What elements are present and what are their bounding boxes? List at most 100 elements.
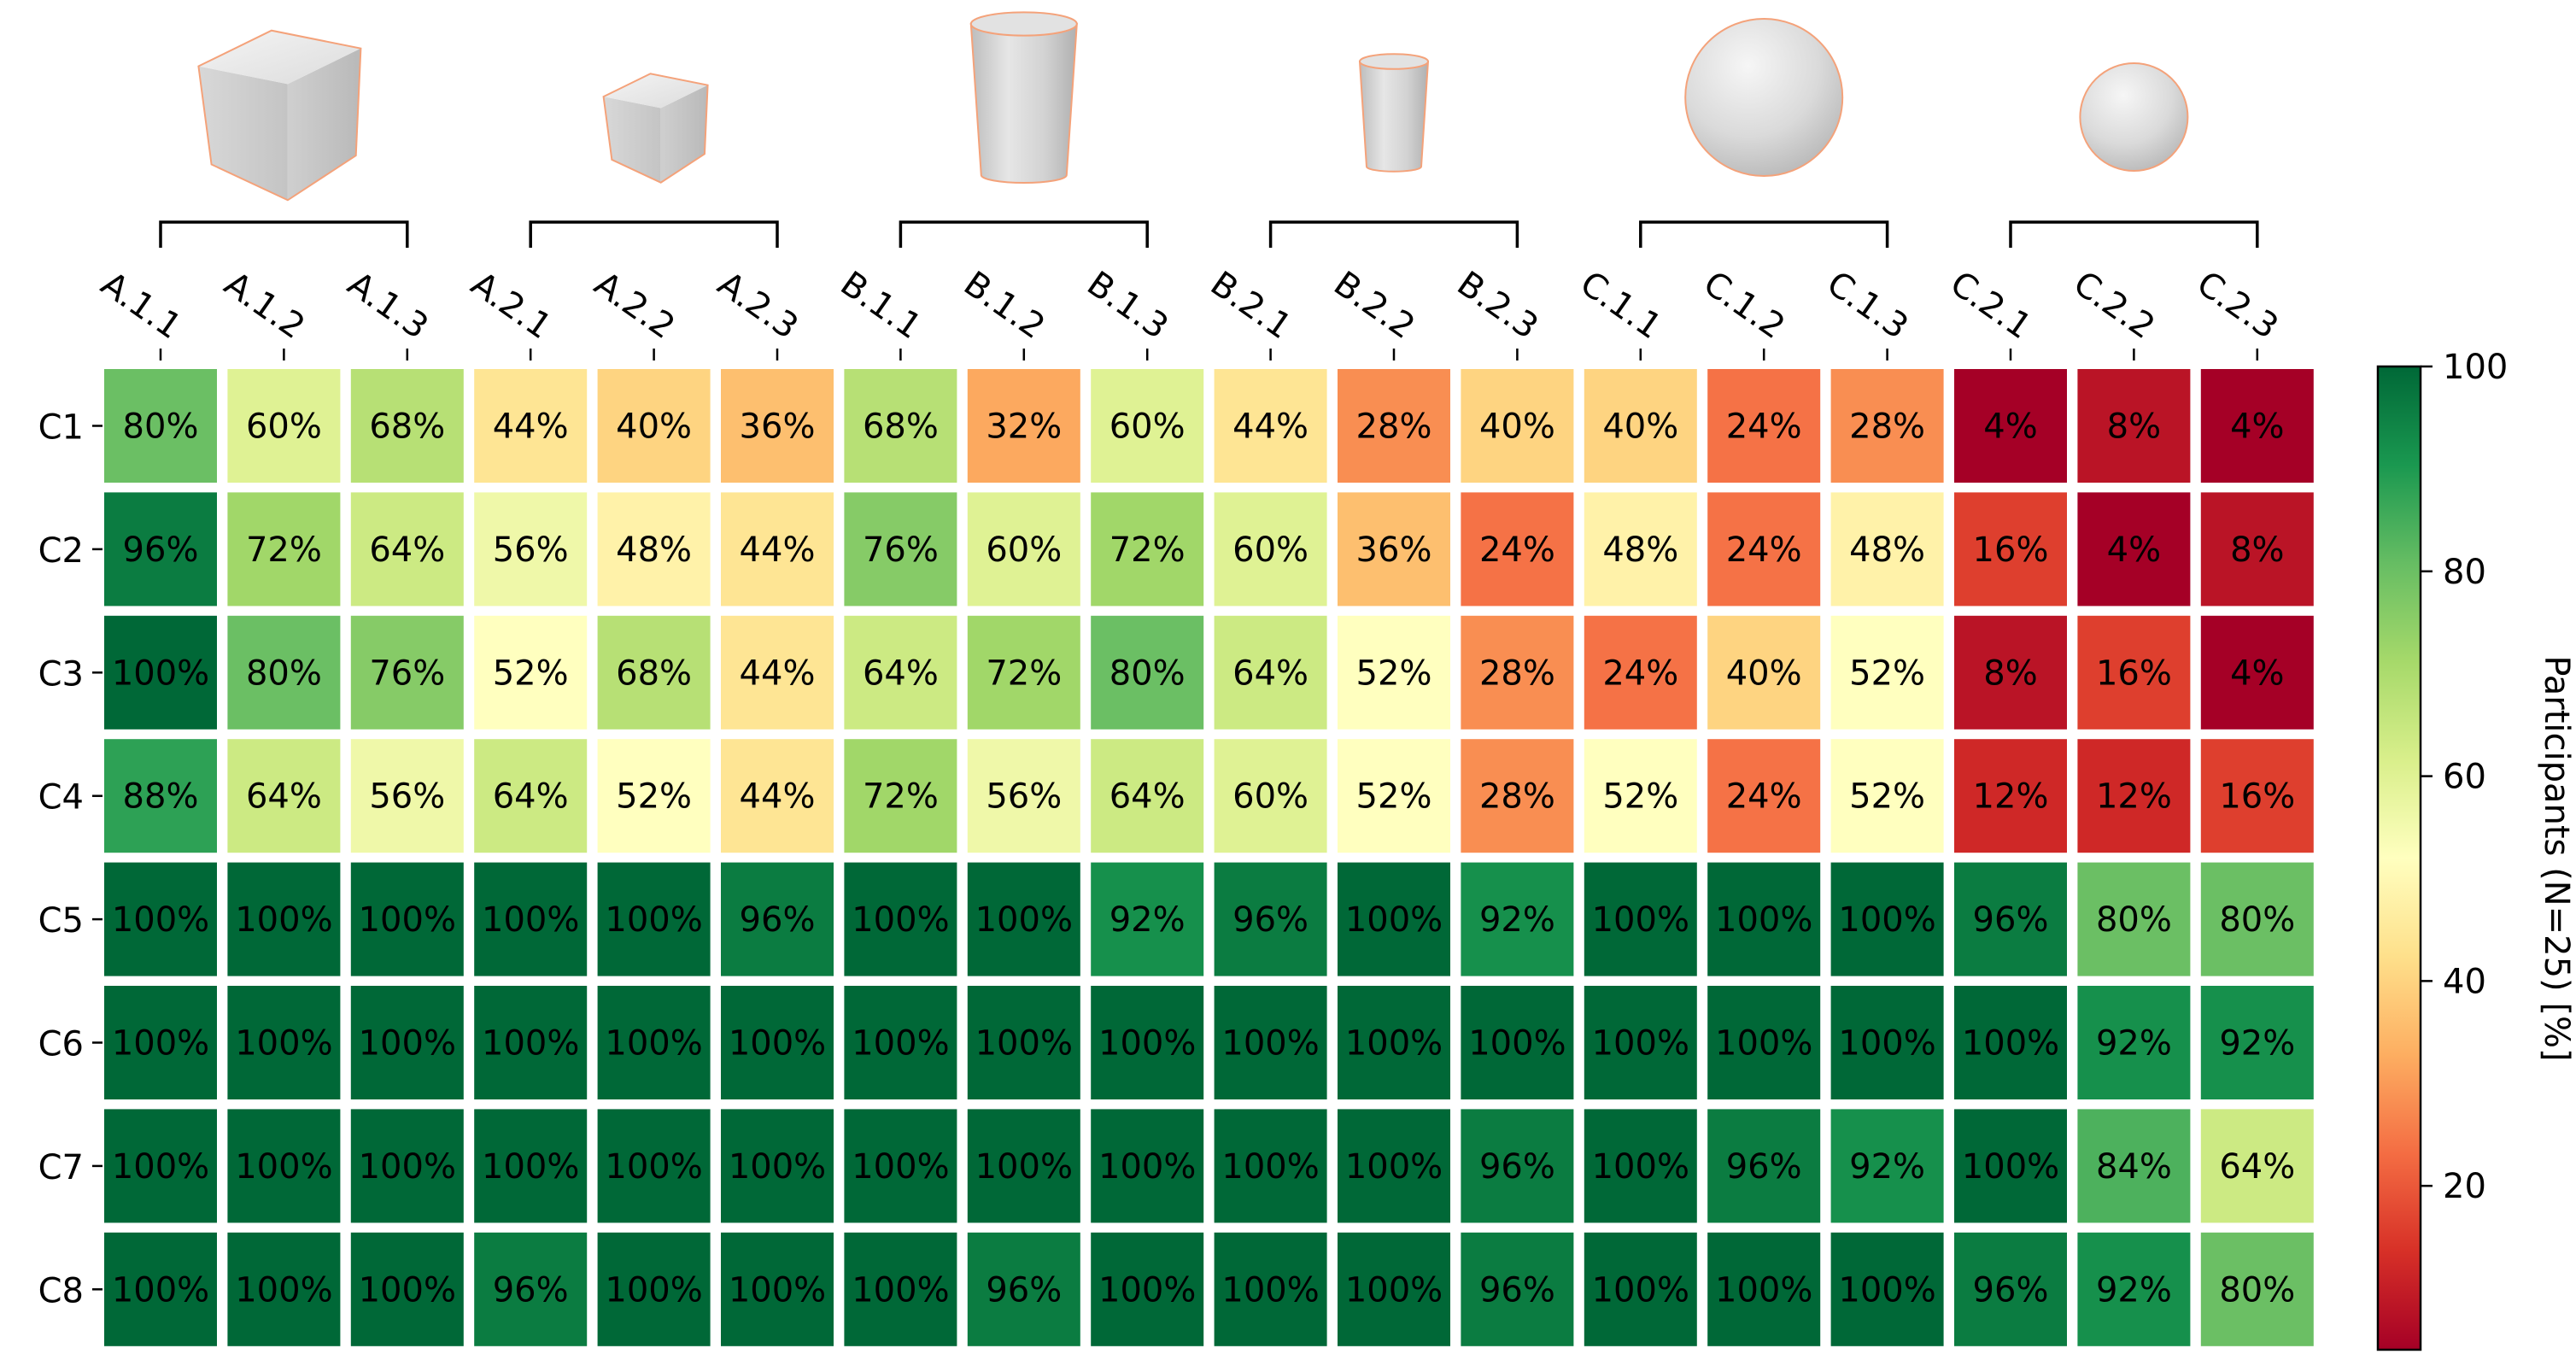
sphere-large-icon (1684, 18, 1844, 177)
cell-value-label: 4% (1983, 407, 2037, 447)
heatmap-cell-C7-A.1.2 (227, 1109, 341, 1223)
heatmap-cell-C2-C.2.1 (1954, 492, 2067, 607)
cell-value-label: 52% (1602, 777, 1678, 817)
cell-value-label: 68% (863, 407, 939, 447)
cell-value-label: 100% (482, 1147, 579, 1187)
heatmap-cell-C4-C.1.3 (1830, 739, 1944, 853)
heatmap-cell-C3-C.2.2 (2077, 615, 2191, 730)
heatmap-cell-C7-A.2.2 (597, 1109, 711, 1223)
heatmap-cell-C2-B.2.2 (1338, 492, 1450, 607)
cell-value-label: 40% (1479, 407, 1555, 447)
cell-value-label: 100% (112, 900, 209, 940)
cell-value-label: 56% (493, 530, 569, 570)
heatmap-cell-C8-A.2.2 (597, 1232, 711, 1346)
heatmap-cell-C7-C.2.2 (2077, 1109, 2191, 1223)
cell-value-label: 100% (359, 900, 456, 940)
cell-value-label: 56% (986, 777, 1062, 817)
heatmap-cell-C6-C.2.3 (2200, 986, 2314, 1099)
cell-value-label: 100% (605, 1024, 702, 1064)
heatmap-cell-C2-A.1.2 (227, 492, 341, 607)
heatmap-cell-C4-C.2.1 (1954, 739, 2067, 853)
heatmap-cell-C7-C.2.3 (2200, 1109, 2314, 1223)
cell-value-label: 100% (1838, 1270, 1935, 1310)
heatmap-cell-C2-A.1.1 (104, 492, 217, 607)
heatmap-cell-C8-B.1.2 (967, 1232, 1080, 1346)
heatmap-cell-C5-B.1.1 (844, 862, 957, 976)
group-bracket (529, 220, 779, 248)
cell-value-label: 100% (235, 1024, 332, 1064)
column-label-C.1.1: C.1.1 (1573, 264, 1669, 347)
heatmap-cell-C6-C.2.1 (1954, 986, 2067, 1099)
heatmap-cell-C4-B.2.2 (1338, 739, 1450, 853)
heatmap-cell-C6-B.1.2 (967, 986, 1080, 1099)
column-label-A.2.3: A.2.3 (711, 264, 805, 347)
heatmap-cell-C5-A.1.1 (104, 862, 217, 976)
row-label-C7: C7 (38, 1148, 84, 1187)
heatmap-cell-C3-B.1.3 (1091, 615, 1204, 730)
heatmap-cell-C5-B.2.1 (1214, 862, 1327, 976)
heatmap-cell-C8-B.1.1 (844, 1232, 957, 1346)
cell-value-label: 72% (863, 777, 939, 817)
heatmap-cell-C6-C.1.3 (1830, 986, 1944, 1099)
heatmap-cell-C1-B.1.3 (1091, 369, 1204, 483)
cell-value-label: 64% (246, 777, 322, 817)
group-bracket (1639, 220, 1889, 248)
heatmap-cell-C8-C.2.3 (2200, 1232, 2314, 1346)
heatmap-cell-C6-A.1.2 (227, 986, 341, 1099)
heatmap-cell-C2-A.2.2 (597, 492, 711, 607)
group-bracket (2009, 220, 2259, 248)
column-label-C.1.3: C.1.3 (1819, 264, 1915, 347)
cell-value-label: 92% (2219, 1024, 2295, 1064)
row-label-C2: C2 (38, 531, 84, 571)
heatmap-cell-C5-C.2.3 (2200, 862, 2314, 976)
heatmap-cell-C8-C.2.1 (1954, 1232, 2067, 1346)
heatmap-cell-C6-B.2.1 (1214, 986, 1327, 1099)
row-label-C6: C6 (38, 1025, 84, 1064)
cell-value-label: 8% (2107, 407, 2161, 447)
colorbar-tick-label: 100 (2443, 348, 2508, 387)
cell-value-label: 100% (1962, 1147, 2059, 1187)
cell-value-label: 96% (1479, 1270, 1555, 1310)
cell-value-label: 60% (246, 407, 322, 447)
heatmap-cell-C3-A.2.3 (721, 615, 834, 730)
column-label-C.2.2: C.2.2 (2066, 264, 2162, 347)
cell-value-label: 100% (1098, 1270, 1196, 1310)
heatmap-cell-C4-B.1.3 (1091, 739, 1204, 853)
cell-value-label: 100% (482, 1024, 579, 1064)
cell-value-label: 100% (1221, 1270, 1319, 1310)
heatmap-cell-C5-B.1.3 (1091, 862, 1204, 976)
heatmap-cell-C7-A.2.3 (721, 1109, 834, 1223)
heatmap-cell-C1-B.2.3 (1461, 369, 1574, 483)
cell-value-label: 80% (123, 407, 199, 447)
heatmap-cell-C1-C.2.2 (2077, 369, 2191, 483)
heatmap-cell-C6-A.1.1 (104, 986, 217, 1099)
cell-value-label: 44% (1232, 407, 1308, 447)
cell-value-label: 64% (369, 530, 445, 570)
cell-value-label: 100% (1345, 1147, 1443, 1187)
heatmap-cell-C2-B.2.3 (1461, 492, 1574, 607)
cell-value-label: 24% (1726, 530, 1802, 570)
cell-value-label: 16% (2096, 654, 2172, 693)
heatmap-cell-C6-C.1.1 (1584, 986, 1697, 1099)
heatmap-cell-C3-B.1.2 (967, 615, 1080, 730)
heatmap-cell-C4-B.1.1 (844, 739, 957, 853)
heatmap-cell-C1-A.2.2 (597, 369, 711, 483)
cell-value-label: 24% (1602, 654, 1678, 693)
heatmap-cell-C6-A.2.1 (474, 986, 588, 1099)
cell-value-label: 60% (1232, 777, 1308, 817)
cell-value-label: 100% (729, 1147, 826, 1187)
heatmap-cell-C4-A.2.3 (721, 739, 834, 853)
cell-value-label: 12% (2096, 777, 2172, 817)
cell-value-label: 52% (1356, 777, 1432, 817)
heatmap-cell-C6-B.2.2 (1338, 986, 1450, 1099)
column-label-A.1.1: A.1.1 (94, 264, 189, 347)
cell-value-label: 100% (359, 1270, 456, 1310)
heatmap-cell-C8-C.1.1 (1584, 1232, 1697, 1346)
heatmap-cell-C4-C.2.2 (2077, 739, 2191, 853)
cell-value-label: 100% (1838, 1024, 1935, 1064)
heatmap-cell-C8-A.1.3 (350, 1232, 464, 1346)
cell-value-label: 92% (2096, 1270, 2172, 1310)
heatmap-cell-C2-C.1.3 (1830, 492, 1944, 607)
heatmap-cell-C4-B.1.2 (967, 739, 1080, 853)
cell-value-label: 64% (1232, 654, 1308, 693)
